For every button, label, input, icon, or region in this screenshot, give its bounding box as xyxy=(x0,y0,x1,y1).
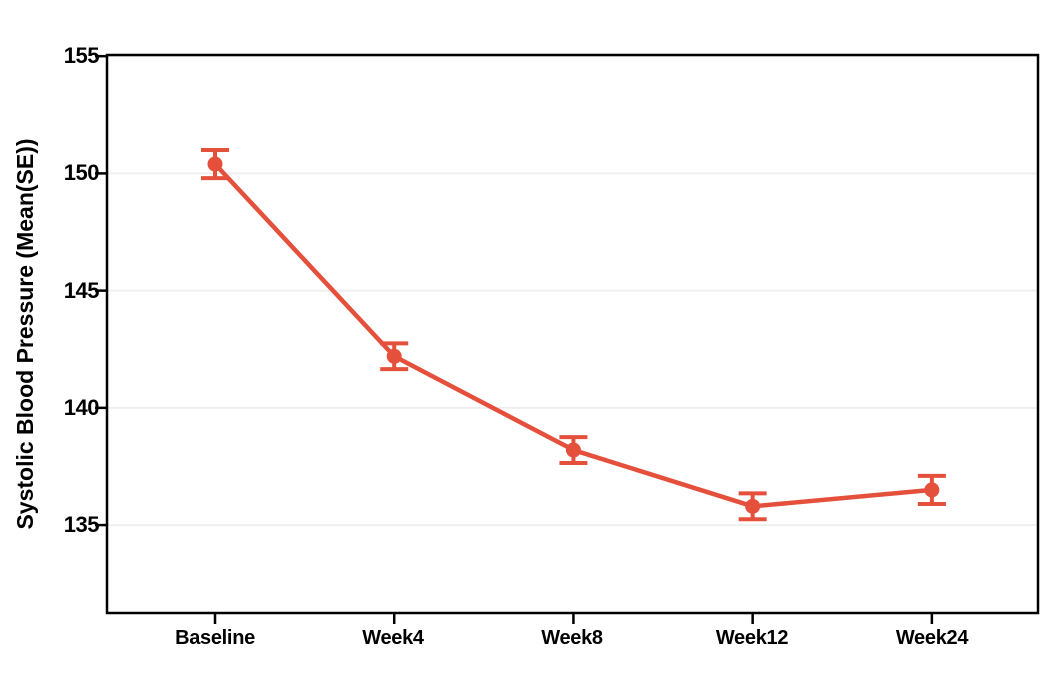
y-tick-label-145: 145 xyxy=(63,278,100,303)
y-tick-label-140: 140 xyxy=(63,395,100,420)
x-tick-label-week8: Week8 xyxy=(541,627,603,649)
y-tick-label-150: 150 xyxy=(63,160,100,185)
y-axis-title: Systolic Blood Pressure (Mean(SE)) xyxy=(12,138,38,530)
data-point-week4 xyxy=(386,348,402,364)
x-tick-label-baseline: Baseline xyxy=(175,627,255,649)
x-tick-label-week4: Week4 xyxy=(362,627,424,649)
y-tick-label-155: 155 xyxy=(63,43,100,68)
data-point-week8 xyxy=(565,442,581,458)
data-point-week24 xyxy=(924,482,940,498)
y-tick-label-135: 135 xyxy=(63,512,100,537)
x-tick-label-week12: Week12 xyxy=(715,627,789,649)
data-point-week12 xyxy=(745,498,761,514)
data-point-baseline xyxy=(207,156,223,172)
x-tick-label-week24: Week24 xyxy=(895,627,969,649)
axis-frame xyxy=(105,53,1040,615)
